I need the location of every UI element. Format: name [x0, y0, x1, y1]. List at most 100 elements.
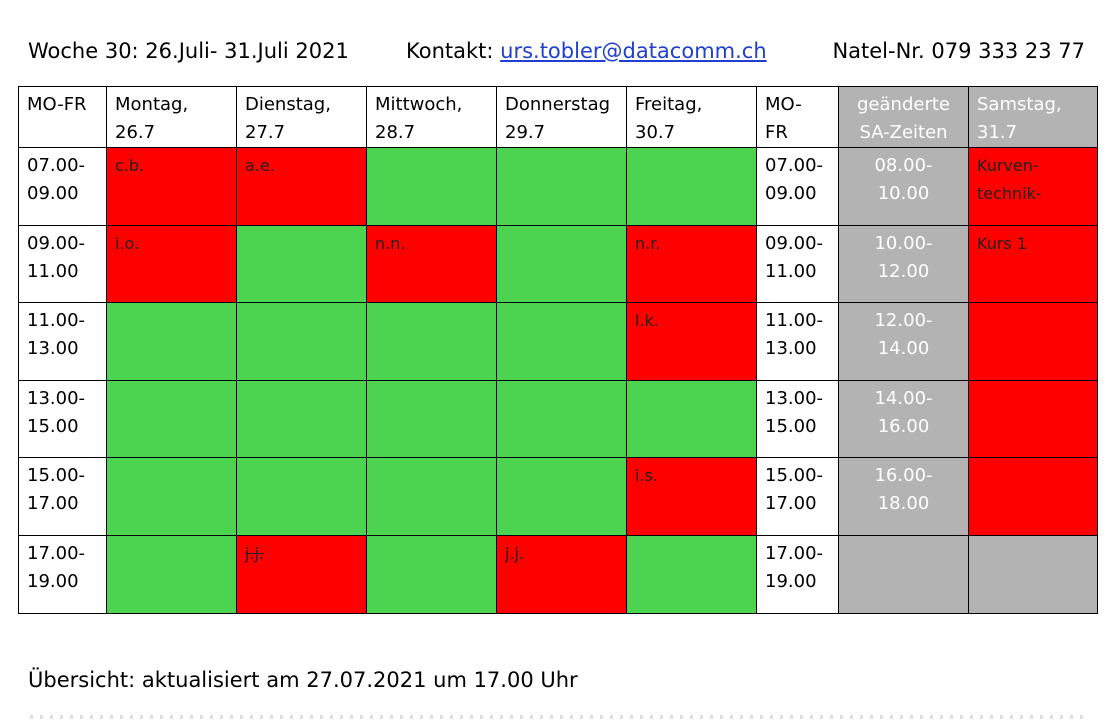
free-slot[interactable]: [496, 224, 627, 304]
time-slot-repeat-end: 09.00: [765, 183, 817, 204]
free-slot[interactable]: [236, 224, 367, 304]
booked-slot[interactable]: i.s.: [626, 457, 757, 536]
saturday-text: Kurs 1: [977, 233, 1028, 253]
free-slot[interactable]: [106, 302, 237, 381]
time-slot-start: 15.00-: [27, 465, 86, 487]
time-slot-repeat-start: 09.00-: [765, 232, 824, 254]
free-slot[interactable]: [236, 379, 367, 459]
free-slot[interactable]: [496, 147, 627, 226]
time-slot-start: 11.00-: [27, 310, 86, 332]
time-slot-repeat-start: 15.00-: [765, 465, 824, 487]
free-slot[interactable]: [366, 379, 497, 459]
time-slot-end: 15.00: [27, 415, 79, 437]
column-header: Dienstag, 27.7: [236, 86, 367, 148]
saturday-text-2: technik-: [977, 184, 1042, 203]
footer-note: Übersicht: aktualisiert am 27.07.2021 um…: [28, 668, 578, 692]
saturday-time-end: 16.00: [877, 415, 930, 437]
booked-slot[interactable]: c.b.: [106, 147, 237, 226]
time-slot-end: 13.00: [27, 338, 79, 360]
booking-initials: i.o.: [115, 233, 140, 253]
column-header-line2: 31.7: [977, 122, 1018, 143]
footer-divider: [30, 715, 1090, 719]
table-row: 15.00- 17.00 i.s. 15.00- 17.00 16.00- 18.00: [18, 457, 1098, 536]
saturday-time-end: 10.00: [877, 183, 930, 204]
booked-slot[interactable]: n.n.: [366, 224, 497, 304]
saturday-slot[interactable]: Kurs 1: [968, 224, 1098, 304]
time-slot-repeat-end: 17.00: [765, 493, 817, 515]
time-slot-end: 11.00: [27, 260, 79, 282]
free-slot[interactable]: [106, 457, 237, 536]
booked-slot[interactable]: j.j.: [236, 534, 367, 614]
free-slot[interactable]: [496, 457, 627, 536]
column-header: MO-FR: [18, 86, 107, 148]
column-header: Donnerstag 29.7: [496, 86, 627, 148]
saturday-time: [838, 534, 969, 614]
booked-slot[interactable]: l.k.: [626, 302, 757, 381]
column-header-line2: 30.7: [635, 122, 676, 143]
booked-slot[interactable]: i.o.: [106, 224, 237, 304]
saturday-slot[interactable]: [968, 457, 1098, 536]
time-slot: 15.00- 17.00: [18, 457, 107, 536]
time-slot-repeat: 07.00- 09.00: [756, 147, 839, 226]
column-header-line1: Donnerstag: [505, 94, 611, 115]
booking-initials: j.j.: [245, 543, 265, 563]
column-header-line1: Dienstag,: [245, 94, 331, 115]
time-slot-repeat: 15.00- 17.00: [756, 457, 839, 536]
time-slot-repeat: 11.00- 13.00: [756, 302, 839, 381]
header-row: MO-FR Montag, 26.7 Dienstag, 27.7 Mittwoch, 28…: [18, 86, 1098, 148]
time-slot-end: 19.00: [27, 570, 79, 592]
saturday-time: 12.00- 14.00: [838, 302, 969, 381]
column-header-line1: Freitag,: [635, 94, 703, 115]
time-slot-start: 09.00-: [27, 232, 86, 254]
saturday-time-end: 12.00: [877, 260, 930, 282]
time-slot: 11.00- 13.00: [18, 302, 107, 381]
time-slot-repeat-start: 11.00-: [765, 310, 824, 332]
free-slot[interactable]: [236, 302, 367, 381]
saturday-time-end: 18.00: [877, 493, 930, 515]
time-slot-end: 09.00: [27, 183, 79, 204]
free-slot[interactable]: [626, 379, 757, 459]
free-slot[interactable]: [626, 147, 757, 226]
booking-initials: j.j.: [505, 543, 525, 563]
column-header-line1: Mittwoch,: [375, 94, 463, 115]
free-slot[interactable]: [106, 534, 237, 614]
free-slot[interactable]: [366, 147, 497, 226]
saturday-time-end: 14.00: [877, 338, 930, 360]
saturday-slot[interactable]: Kurven-technik-: [968, 147, 1098, 226]
table-row: 07.00- 09.00 c.b. a.e. 07.00- 09.00 08.00- 10.0…: [18, 147, 1098, 226]
time-slot-repeat-end: 11.00: [765, 260, 817, 282]
free-slot[interactable]: [366, 534, 497, 614]
column-header-line2: 26.7: [115, 122, 156, 143]
free-slot[interactable]: [496, 379, 627, 459]
time-slot-repeat-end: 13.00: [765, 338, 817, 360]
column-header-line2: SA-Zeiten: [859, 122, 948, 143]
free-slot[interactable]: [366, 302, 497, 381]
column-header-line1: Montag,: [115, 94, 189, 115]
table-row: 13.00- 15.00 13.00- 15.00 14.00- 16.00: [18, 379, 1098, 459]
booked-slot[interactable]: j.j.: [496, 534, 627, 614]
time-slot-end: 17.00: [27, 493, 79, 515]
free-slot[interactable]: [366, 457, 497, 536]
booking-initials: a.e.: [245, 156, 275, 175]
saturday-slot[interactable]: [968, 302, 1098, 381]
column-header-line2: 29.7: [505, 122, 546, 143]
column-header-line2: 28.7: [375, 122, 416, 143]
email-link[interactable]: urs.tobler@datacomm.ch: [500, 39, 767, 63]
phone-number: Natel-Nr. 079 333 23 77: [832, 39, 1085, 63]
time-slot-repeat: 17.00- 19.00: [756, 534, 839, 614]
contact: Kontakt: urs.tobler@datacomm.ch: [406, 37, 767, 65]
saturday-slot[interactable]: [968, 534, 1098, 614]
time-slot-start: 07.00-: [27, 155, 86, 176]
free-slot[interactable]: [236, 457, 367, 536]
week-title: Woche 30: 26.Juli- 31.Juli 2021: [28, 39, 349, 63]
saturday-slot[interactable]: [968, 379, 1098, 459]
saturday-time-start: 16.00-: [874, 465, 933, 487]
free-slot[interactable]: [626, 534, 757, 614]
free-slot[interactable]: [106, 379, 237, 459]
booking-initials: i.s.: [635, 466, 658, 486]
booking-initials: c.b.: [115, 156, 145, 175]
booked-slot[interactable]: a.e.: [236, 147, 367, 226]
booked-slot[interactable]: n.r.: [626, 224, 757, 304]
free-slot[interactable]: [496, 302, 627, 381]
